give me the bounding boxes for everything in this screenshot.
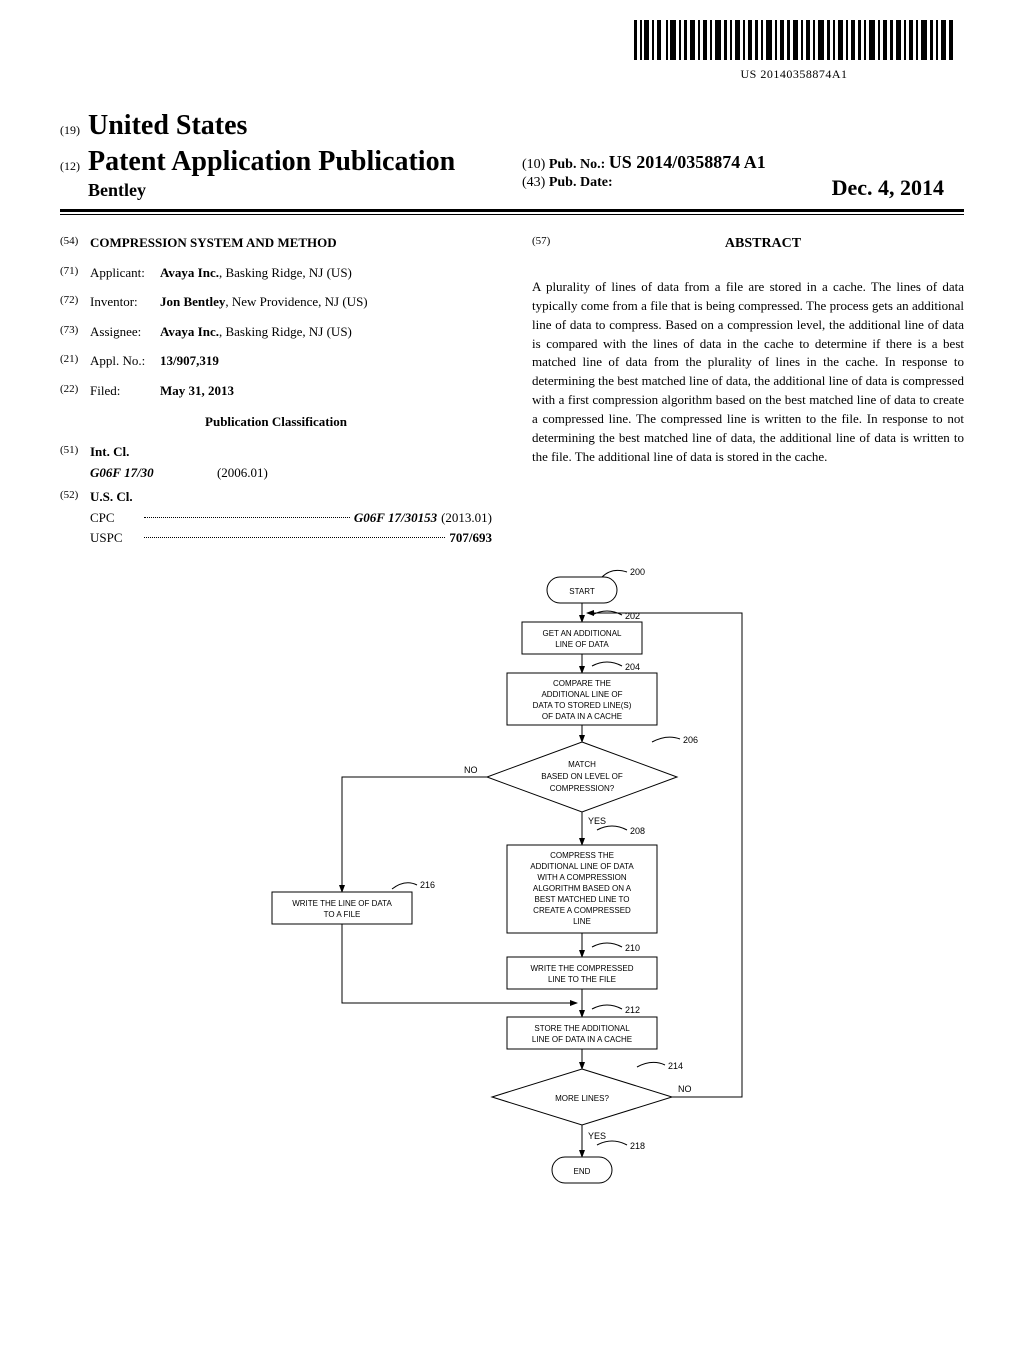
node-208-line5: BEST MATCHED LINE TO [535, 895, 630, 904]
ref-210: 210 [625, 943, 640, 953]
node-202-line2: LINE OF DATA [555, 640, 609, 649]
node-208-line3: WITH A COMPRESSION [537, 873, 627, 882]
ref-214: 214 [668, 1061, 683, 1071]
intcl-class: G06F 17/30 [90, 465, 154, 480]
applno: 13/907,319 [160, 351, 492, 371]
abstract-text: A plurality of lines of data from a file… [532, 278, 964, 466]
node-214-text: MORE LINES? [555, 1094, 609, 1103]
uspc-class: 707/693 [449, 528, 492, 548]
cpc-year: (2013.01) [441, 508, 492, 528]
node-212-line1: STORE THE ADDITIONAL [534, 1024, 630, 1033]
pub-date: Dec. 4, 2014 [832, 175, 944, 201]
label-yes-1: YES [588, 816, 606, 826]
node-204-line3: DATA TO STORED LINE(S) [533, 701, 632, 710]
applicant-loc: , Basking Ridge, NJ (US) [219, 265, 352, 280]
pub-no-label: Pub. No.: [549, 157, 605, 172]
label-no-2: NO [678, 1084, 692, 1094]
applno-label: Appl. No.: [90, 351, 160, 371]
uscl-code: (52) [60, 487, 90, 507]
abstract-heading: ABSTRACT [562, 233, 964, 254]
patent-title: COMPRESSION SYSTEM AND METHOD [90, 233, 337, 253]
pub-date-label: Pub. Date: [549, 175, 613, 190]
node-204-line2: ADDITIONAL LINE OF [541, 690, 622, 699]
filed-label: Filed: [90, 381, 160, 401]
uspc-label: USPC [90, 528, 140, 548]
inventor-label: Inventor: [90, 292, 160, 312]
node-208-line4: ALGORITHM BASED ON A [533, 884, 632, 893]
ref-204: 204 [625, 662, 640, 672]
dots-icon [144, 528, 445, 538]
left-column: (54) COMPRESSION SYSTEM AND METHOD (71) … [60, 233, 522, 547]
assignee-code: (73) [60, 322, 90, 342]
uscl-label: U.S. Cl. [90, 487, 133, 507]
pub-no: US 2014/0358874 A1 [609, 152, 766, 172]
author-name: Bentley [88, 180, 502, 201]
applicant-label: Applicant: [90, 263, 160, 283]
node-208-line2: ADDITIONAL LINE OF DATA [530, 862, 634, 871]
intcl-label: Int. Cl. [90, 442, 129, 462]
node-208-line1: COMPRESS THE [550, 851, 614, 860]
filed-code: (22) [60, 381, 90, 401]
assignee-label: Assignee: [90, 322, 160, 342]
applicant-code: (71) [60, 263, 90, 283]
node-start: START [569, 587, 595, 596]
classification-heading: Publication Classification [60, 412, 492, 432]
title-code: (54) [60, 233, 90, 253]
node-204-line4: OF DATA IN A CACHE [542, 712, 622, 721]
label-yes-2: YES [588, 1131, 606, 1141]
dots-icon [144, 508, 350, 518]
abstract-code: (57) [532, 233, 562, 254]
ref-216: 216 [420, 880, 435, 890]
barcode-number: US 20140358874A1 [634, 67, 954, 82]
node-end: END [574, 1167, 591, 1176]
filed: May 31, 2013 [160, 381, 492, 401]
applno-code: (21) [60, 351, 90, 371]
barcode-graphic [634, 20, 954, 60]
right-column: (57) ABSTRACT A plurality of lines of da… [522, 233, 964, 547]
inventor-name: Jon Bentley [160, 294, 225, 309]
cpc-class: G06F 17/30153 [354, 508, 437, 528]
assignee-loc: , Basking Ridge, NJ (US) [219, 324, 352, 339]
node-208-line6: CREATE A COMPRESSED [533, 906, 631, 915]
country: United States [88, 110, 247, 141]
divider-thin [60, 214, 964, 215]
ref-208: 208 [630, 826, 645, 836]
applicant-name: Avaya Inc. [160, 265, 219, 280]
node-212-line2: LINE OF DATA IN A CACHE [532, 1035, 632, 1044]
node-216-line1: WRITE THE LINE OF DATA [292, 899, 392, 908]
pub-date-code: (43) [522, 175, 545, 190]
node-208-line7: LINE [573, 917, 591, 926]
node-204-line1: COMPARE THE [553, 679, 611, 688]
ref-200: 200 [630, 567, 645, 577]
flowchart: START 200 202 GET AN ADDITIONAL LINE OF … [232, 567, 792, 1307]
node-210-line2: LINE TO THE FILE [548, 975, 616, 984]
node-206-line1: MATCH [568, 760, 596, 769]
cpc-label: CPC [90, 508, 140, 528]
ref-218: 218 [630, 1141, 645, 1151]
inventor-loc: , New Providence, NJ (US) [225, 294, 367, 309]
label-no-1: NO [464, 765, 478, 775]
pub-type: Patent Application Publication [88, 146, 455, 177]
pub-type-code: (12) [60, 159, 80, 173]
country-code: (19) [60, 123, 80, 137]
content-columns: (54) COMPRESSION SYSTEM AND METHOD (71) … [60, 233, 964, 547]
barcode-block: US 20140358874A1 [634, 20, 954, 82]
intcl-code: (51) [60, 442, 90, 462]
assignee-name: Avaya Inc. [160, 324, 219, 339]
node-206-line2: BASED ON LEVEL OF [541, 772, 623, 781]
node-206-line3: COMPRESSION? [550, 784, 615, 793]
node-202-line1: GET AN ADDITIONAL [543, 629, 623, 638]
ref-206: 206 [683, 735, 698, 745]
divider-thick [60, 209, 964, 212]
intcl-year: (2006.01) [217, 465, 268, 480]
pub-no-code: (10) [522, 157, 545, 172]
header: (19) United States (12) Patent Applicati… [60, 110, 964, 201]
node-216-line2: TO A FILE [324, 910, 361, 919]
ref-212: 212 [625, 1005, 640, 1015]
inventor-code: (72) [60, 292, 90, 312]
node-210-line1: WRITE THE COMPRESSED [531, 964, 634, 973]
